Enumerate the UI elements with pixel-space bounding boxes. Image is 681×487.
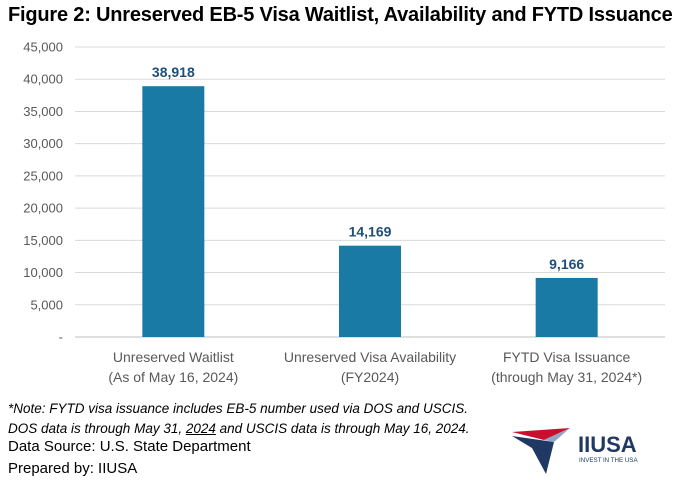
logo-star-blue — [512, 436, 554, 474]
y-tick-label: 40,000 — [23, 72, 63, 87]
data-source: Data Source: U.S. State Department — [8, 438, 251, 455]
y-tick-label: 45,000 — [23, 40, 63, 55]
footnote-line-2-end: and USCIS data is through May 16, 2024. — [215, 421, 470, 436]
bar-chart: - 5,000 10,000 15,000 20,000 25,000 30,000 35,0… — [23, 40, 665, 385]
bar — [535, 277, 598, 337]
category-label: (As of May 16, 2024) — [108, 369, 238, 385]
prepared-by: Prepared by: IIUSA — [8, 460, 138, 477]
category-label: Unreserved Waitlist — [113, 349, 234, 365]
logo-tagline: INVEST IN THE USA — [579, 457, 638, 464]
category-label: (through May 31, 2024*) — [491, 369, 642, 385]
y-tick-label: - — [59, 330, 63, 345]
y-tick-label: 35,000 — [23, 104, 63, 119]
y-tick-label: 5,000 — [30, 297, 63, 312]
iiusa-logo: IIUSA INVEST IN THE USA — [512, 428, 638, 474]
logo-name: IIUSA — [578, 432, 637, 457]
chart-title: Figure 2: Unreserved EB-5 Visa Waitlist,… — [8, 4, 673, 26]
footnote-line-2-start: DOS data is through May 31, — [8, 421, 186, 436]
y-tick-label: 30,000 — [23, 136, 63, 151]
logo-star-red — [512, 428, 570, 440]
data-label: 38,918 — [152, 64, 195, 80]
y-tick-label: 15,000 — [23, 233, 63, 248]
footnote: *Note: FYTD visa issuance includes EB-5 … — [8, 399, 470, 439]
footnote-year-link: 2024 — [185, 421, 216, 436]
category-label: FYTD Visa Issuance — [503, 349, 631, 365]
footnote-line-2: DOS data is through May 31, 2024 and USC… — [8, 419, 470, 439]
logo-star-mid — [544, 428, 570, 442]
category-label: (FY2024) — [341, 369, 399, 385]
bar — [142, 86, 205, 337]
bar — [339, 245, 401, 337]
y-tick-label: 25,000 — [23, 168, 63, 183]
y-tick-label: 20,000 — [23, 201, 63, 216]
y-tick-label: 10,000 — [23, 265, 63, 280]
data-label: 14,169 — [349, 224, 392, 240]
data-label: 9,166 — [549, 256, 584, 272]
category-label: Unreserved Visa Availability — [284, 349, 456, 365]
footnote-line-1: *Note: FYTD visa issuance includes EB-5 … — [8, 401, 468, 416]
